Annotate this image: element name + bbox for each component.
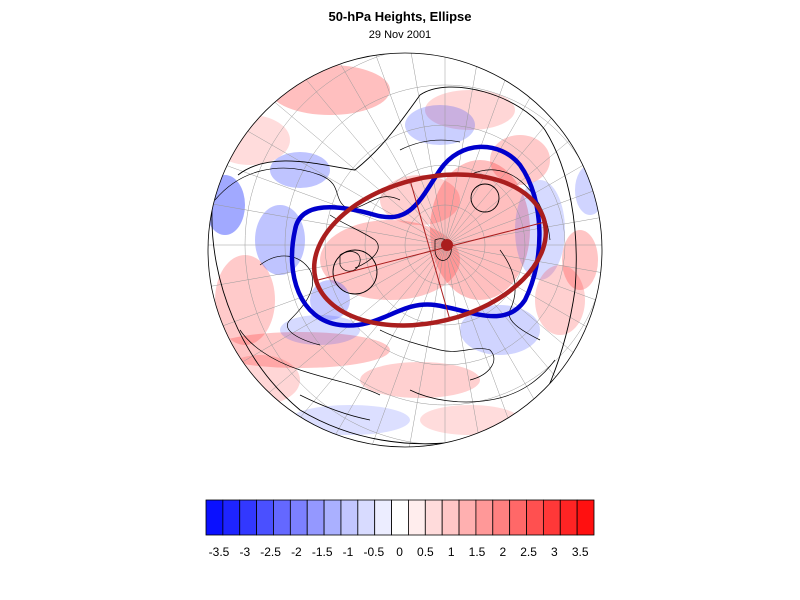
- colorbar-tick-label: -2.5: [260, 545, 281, 559]
- coastline: [339, 251, 361, 272]
- meridian-line: [444, 244, 602, 396]
- meridian-line: [444, 53, 602, 246]
- height-contour: [237, 86, 577, 441]
- colorbar-cell: [391, 499, 409, 536]
- globe-border: [207, 52, 603, 448]
- coastline: [409, 359, 556, 403]
- colorbar-cell: [542, 499, 561, 536]
- colorbar-cell: [424, 499, 443, 536]
- colorbar-cell: [239, 499, 258, 536]
- colorbar-cell: [441, 499, 460, 536]
- colorbar-tick-label: -1.5: [312, 545, 333, 559]
- colorbar-tick-label: 2: [499, 545, 506, 559]
- colorbar-labels: -3.5 -3 -2.5 -2 -1.5 -1 -0.5 0 0.5 1 1.5 2 2.5 3 3.5: [209, 545, 589, 559]
- colorbar-cell: [256, 499, 274, 536]
- coastline: [399, 139, 461, 151]
- positive-anomaly-area: [430, 160, 530, 300]
- colorbar-tick-label: -3.5: [209, 545, 230, 559]
- colorbar-tick-label: 2.5: [520, 545, 537, 559]
- height-contour: [332, 249, 378, 295]
- colorbar-cell: [340, 499, 359, 536]
- colorbar-cell: [475, 499, 494, 536]
- colorbar-tick-label: 3: [551, 545, 558, 559]
- coastline: [499, 249, 541, 341]
- colorbar-cell: [289, 499, 308, 536]
- colorbar-cell: [526, 499, 544, 536]
- graticule: [208, 53, 602, 447]
- negative-anomaly-area: [460, 305, 540, 355]
- colorbar-cell: [323, 499, 342, 536]
- fitted-ellipse: [311, 172, 549, 328]
- map-title: 50-hPa Heights, Ellipse: [328, 9, 472, 24]
- meridian-line: [342, 53, 446, 246]
- coastline: [214, 167, 401, 211]
- meridian-line: [444, 244, 602, 439]
- colorbar-tick-label: 0.5: [417, 545, 434, 559]
- meridian-line: [342, 244, 446, 447]
- meridian-line: [444, 94, 602, 246]
- globe: [208, 53, 602, 447]
- colorbar-tick-label: -1: [343, 545, 354, 559]
- colorbar-tick-label: 1.5: [469, 545, 486, 559]
- colorbar-cell: [374, 499, 392, 536]
- colorbar-cell: [205, 499, 224, 536]
- vortex-edge-contour: [289, 144, 542, 328]
- meridian-line: [444, 53, 498, 246]
- colorbar-cell: [458, 499, 477, 536]
- positive-anomaly-area: [360, 362, 480, 398]
- meridian-line: [444, 244, 498, 447]
- meridian-line: [392, 53, 446, 246]
- colorbar-cell: [509, 499, 527, 536]
- colorbar-cell: [408, 499, 426, 536]
- meridian-line: [444, 142, 602, 246]
- height-contour: [211, 209, 471, 445]
- meridian-line: [208, 244, 446, 298]
- coastline: [239, 329, 381, 396]
- height-contour: [470, 183, 500, 213]
- meridian-line: [444, 244, 548, 447]
- coastline: [299, 394, 371, 421]
- ellipse-center: [441, 239, 453, 251]
- colorbar-tick-label: 0: [396, 545, 403, 559]
- colorbar-tick-label: 3.5: [572, 545, 589, 559]
- colorbar-cell: [222, 499, 241, 536]
- colorbar-cell: [306, 499, 325, 536]
- meridian-line: [444, 192, 602, 246]
- coastline: [434, 238, 452, 261]
- colorbar-cell: [357, 499, 376, 536]
- ellipse-minor-axis: [409, 179, 451, 321]
- meridian-line: [444, 53, 548, 246]
- coastlines: [214, 139, 556, 421]
- colorbar-tick-label: 1: [448, 545, 455, 559]
- meridian-line: [444, 244, 596, 447]
- colorbar-cell: [559, 499, 578, 536]
- coastline: [379, 329, 495, 381]
- colorbar-cell: [273, 499, 291, 536]
- meridian-line: [294, 244, 446, 447]
- meridian-line: [444, 244, 602, 348]
- meridian-line: [444, 244, 602, 298]
- ellipse-major-axis: [317, 221, 546, 281]
- meridian-line: [392, 244, 446, 447]
- height-contours: [211, 86, 577, 445]
- colorbar-tick-label: -0.5: [363, 545, 384, 559]
- colorbar-cells: [205, 499, 595, 536]
- colorbar-cell: [576, 499, 595, 536]
- colorbar-tick-label: -3: [239, 545, 250, 559]
- meridian-line: [444, 53, 602, 246]
- coastline: [329, 214, 379, 269]
- negative-anomaly-area: [280, 315, 360, 345]
- colorbar-tick-label: -2: [291, 545, 302, 559]
- meridian-line: [444, 53, 596, 246]
- colorbar-cell: [492, 499, 511, 536]
- meridian-line: [444, 244, 602, 447]
- positive-anomaly-area: [425, 90, 515, 130]
- map-date: 29 Nov 2001: [368, 29, 432, 41]
